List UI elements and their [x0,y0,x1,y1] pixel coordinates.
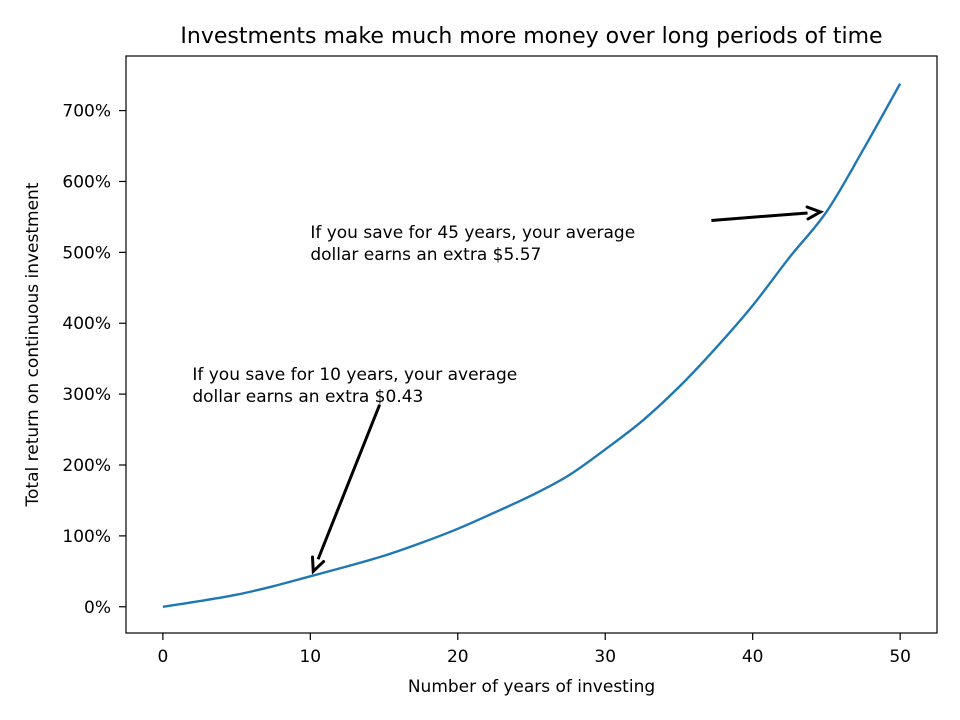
y-tick-label: 0% [84,598,111,618]
y-tick-label: 200% [62,456,111,476]
annotation-line: dollar earns an extra $5.57 [310,245,541,265]
annotation: If you save for 45 years, your average do… [310,205,825,265]
y-tick-label: 500% [62,243,111,263]
annotation-arrow-shaft [316,404,382,560]
x-tick-label: 10 [299,647,321,667]
annotation-arrow-head [311,555,326,575]
y-tick-label: 100% [62,527,111,547]
annotation-line: If you save for 45 years, your average [310,223,635,243]
plot-area [125,55,938,634]
y-axis: 0% 100% 200% 300% 400% 500% 600% 700% [62,102,126,618]
annotation-layer: If you save for 10 years, your average do… [192,205,825,575]
y-tick-label: 600% [62,172,111,192]
annotation-text: If you save for 45 years, your average do… [310,223,635,265]
annotation-line: If you save for 10 years, your average [192,365,517,385]
x-tick-label: 30 [594,647,616,667]
x-axis: 0 10 20 30 40 50 [157,633,911,667]
series-line [162,83,902,608]
chart-title: Investments make much more money over lo… [180,24,882,49]
data-layer [162,83,902,608]
y-tick-label: 400% [62,314,111,334]
x-tick-label: 40 [742,647,764,667]
annotation-arrow-head [805,205,825,221]
plot-frame [125,55,938,634]
y-tick-label: 700% [62,102,111,122]
x-tick-label: 20 [447,647,469,667]
annotation: If you save for 10 years, your average do… [192,365,517,575]
annotation-line: dollar earns an extra $0.43 [192,387,423,407]
x-tick-label: 50 [889,647,911,667]
annotation-arrow-shaft [711,211,808,222]
x-tick-label: 0 [157,647,168,667]
y-axis-label: Total return on continuous investment [23,182,43,507]
y-tick-label: 300% [62,385,111,405]
annotation-text: If you save for 10 years, your average do… [192,365,517,407]
x-axis-label: Number of years of investing [408,677,655,697]
